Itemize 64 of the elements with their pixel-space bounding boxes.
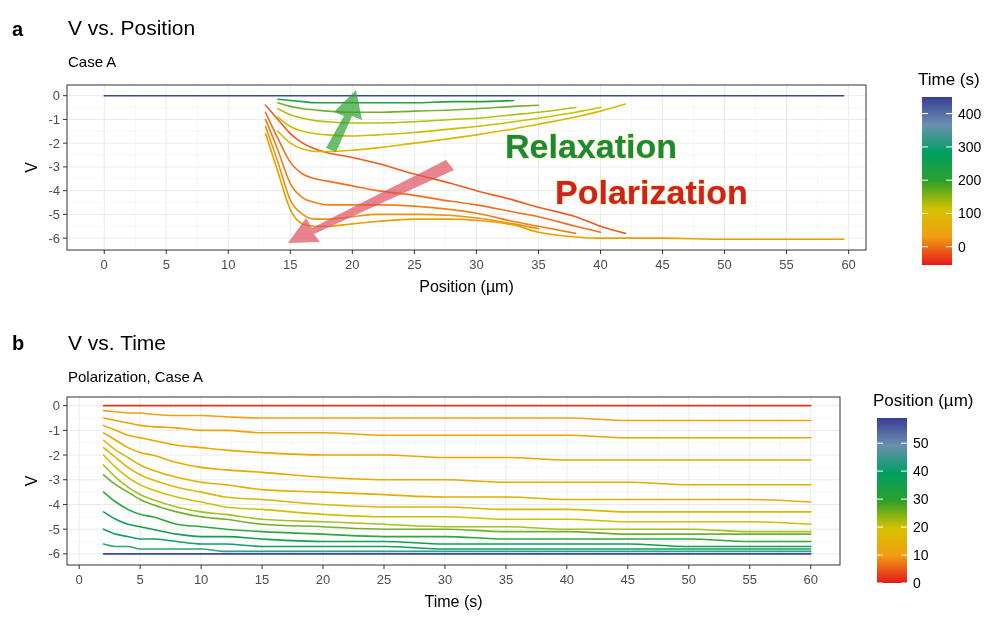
y-tick-label: -2 <box>48 135 60 151</box>
x-tick-label: 5 <box>162 257 170 272</box>
annotation: Relaxation <box>505 127 677 165</box>
x-tick-label: 25 <box>376 572 392 587</box>
x-tick-label: 20 <box>315 572 331 587</box>
x-tick-label: 35 <box>531 257 546 272</box>
x-tick-label: 35 <box>498 572 514 587</box>
x-tick-label: 30 <box>437 572 453 587</box>
x-tick-label: 0 <box>100 257 108 272</box>
color-bar-label: 400 <box>958 105 982 122</box>
y-tick-label: -5 <box>48 521 60 537</box>
y-tick-label: 0 <box>52 88 60 104</box>
y-axis-title: V <box>23 475 40 487</box>
chart-subtitle: Case A <box>68 53 117 70</box>
color-bar-title: Position (µm) <box>873 391 974 410</box>
x-tick-label: 0 <box>75 572 83 587</box>
chart-title: V vs. Time <box>68 331 167 354</box>
color-bar-label: 20 <box>913 519 929 536</box>
x-tick-label: 60 <box>841 257 856 272</box>
y-tick-label: -6 <box>48 230 60 246</box>
y-tick-label: -3 <box>48 159 60 175</box>
color-bar-label: 50 <box>913 435 929 452</box>
y-axis-title: V <box>23 161 40 173</box>
x-tick-label: 30 <box>469 257 484 272</box>
x-tick-label: 20 <box>345 257 360 272</box>
x-axis-title: Position (µm) <box>419 278 514 295</box>
chart-title: V vs. Position <box>68 16 196 39</box>
color-bar-label: 0 <box>958 238 966 255</box>
y-tick-label: -2 <box>48 447 60 463</box>
y-tick-label: -1 <box>48 111 60 127</box>
chart-subtitle: Polarization, Case A <box>68 368 204 385</box>
y-tick-label: -5 <box>48 206 60 222</box>
x-tick-label: 40 <box>593 257 608 272</box>
x-axis-title: Time (s) <box>424 593 483 610</box>
y-tick-label: -4 <box>48 183 60 199</box>
x-tick-label: 50 <box>681 572 697 587</box>
x-tick-label: 55 <box>779 257 794 272</box>
x-tick-label: 40 <box>559 572 575 587</box>
text: a <box>12 18 24 40</box>
color-bar-label: 40 <box>913 463 929 480</box>
y-tick-label: -4 <box>48 496 60 512</box>
y-tick-label: -1 <box>48 422 60 438</box>
color-bar-label: 200 <box>958 172 982 189</box>
x-tick-label: 10 <box>221 257 236 272</box>
annotation: Polarization <box>555 173 748 211</box>
x-tick-label: 25 <box>407 257 422 272</box>
x-tick-label: 45 <box>655 257 670 272</box>
text: b <box>12 332 25 354</box>
x-tick-label: 15 <box>283 257 298 272</box>
color-bar-label: 30 <box>913 491 929 508</box>
x-tick-label: 50 <box>717 257 732 272</box>
x-tick-label: 15 <box>254 572 270 587</box>
color-bar-title: Time (s) <box>918 70 980 89</box>
x-tick-label: 55 <box>742 572 758 587</box>
y-tick-label: -6 <box>48 546 60 562</box>
x-tick-label: 10 <box>193 572 209 587</box>
color-bar-label: 100 <box>958 205 982 222</box>
color-bar-label: 300 <box>958 138 982 155</box>
x-tick-label: 60 <box>803 572 818 587</box>
x-tick-label: 5 <box>136 572 144 587</box>
x-tick-label: 45 <box>620 572 636 587</box>
y-tick-label: -3 <box>48 472 60 488</box>
color-bar-label: 10 <box>913 547 929 564</box>
y-tick-label: 0 <box>52 398 60 414</box>
